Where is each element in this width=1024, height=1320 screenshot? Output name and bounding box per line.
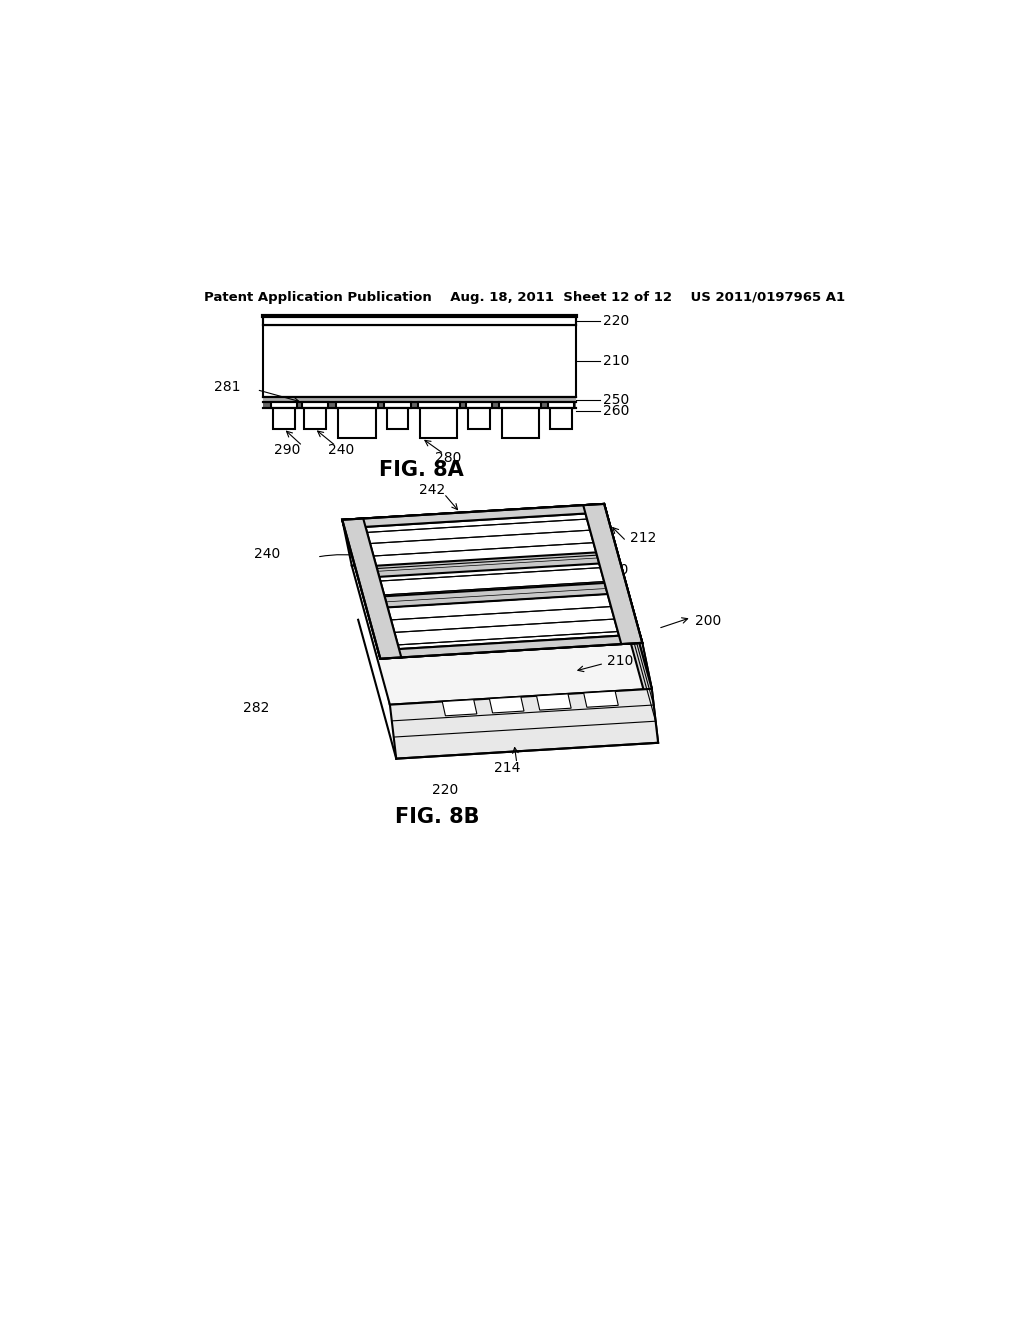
Text: Patent Application Publication    Aug. 18, 2011  Sheet 12 of 12    US 2011/01979: Patent Application Publication Aug. 18, … — [204, 292, 846, 304]
Polygon shape — [489, 697, 524, 713]
Text: 240: 240 — [254, 546, 280, 561]
Bar — [548, 403, 574, 408]
Polygon shape — [390, 689, 658, 759]
Bar — [304, 408, 326, 429]
Bar — [466, 403, 493, 408]
Text: 212: 212 — [630, 531, 656, 545]
Polygon shape — [380, 643, 652, 705]
Polygon shape — [584, 504, 642, 644]
Text: FIG. 8A: FIG. 8A — [379, 459, 464, 479]
Text: 242: 242 — [419, 483, 445, 498]
Text: FIG. 8B: FIG. 8B — [395, 808, 480, 828]
Bar — [336, 403, 378, 408]
Text: 281: 281 — [214, 380, 241, 395]
Polygon shape — [378, 635, 642, 659]
Bar — [418, 403, 460, 408]
Bar — [270, 403, 297, 408]
Polygon shape — [442, 700, 477, 715]
Polygon shape — [378, 635, 642, 659]
Bar — [502, 408, 539, 438]
Text: 260: 260 — [602, 404, 629, 418]
Polygon shape — [342, 504, 606, 528]
Text: 220: 220 — [602, 314, 629, 327]
Polygon shape — [584, 504, 642, 644]
Bar — [263, 325, 577, 397]
Text: 250: 250 — [602, 393, 629, 407]
Text: 220: 220 — [432, 783, 459, 796]
Bar — [550, 408, 571, 429]
Polygon shape — [352, 550, 652, 705]
Text: 290: 290 — [273, 444, 300, 457]
Polygon shape — [342, 504, 613, 566]
Polygon shape — [342, 519, 401, 659]
Polygon shape — [385, 583, 607, 607]
Bar — [263, 403, 577, 408]
Polygon shape — [537, 694, 571, 710]
Text: 200: 200 — [695, 614, 722, 627]
Polygon shape — [613, 550, 658, 743]
Polygon shape — [584, 692, 618, 708]
Polygon shape — [342, 504, 642, 659]
Polygon shape — [604, 504, 652, 689]
Bar — [387, 408, 409, 429]
Text: 280: 280 — [434, 451, 461, 465]
Text: 282: 282 — [243, 701, 269, 715]
Bar — [338, 408, 376, 438]
Polygon shape — [376, 552, 599, 577]
Bar — [420, 408, 458, 438]
Text: 240: 240 — [328, 444, 354, 457]
Polygon shape — [342, 504, 606, 528]
Polygon shape — [342, 519, 401, 659]
Bar — [384, 403, 411, 408]
Bar — [263, 315, 577, 325]
Bar — [500, 403, 542, 408]
Text: 280: 280 — [602, 562, 628, 577]
Text: 214: 214 — [495, 762, 520, 775]
Bar — [468, 408, 489, 429]
Bar — [273, 408, 295, 429]
Text: 210: 210 — [606, 653, 633, 668]
Text: 210: 210 — [602, 354, 629, 368]
Bar — [302, 403, 328, 408]
Bar — [263, 397, 577, 403]
